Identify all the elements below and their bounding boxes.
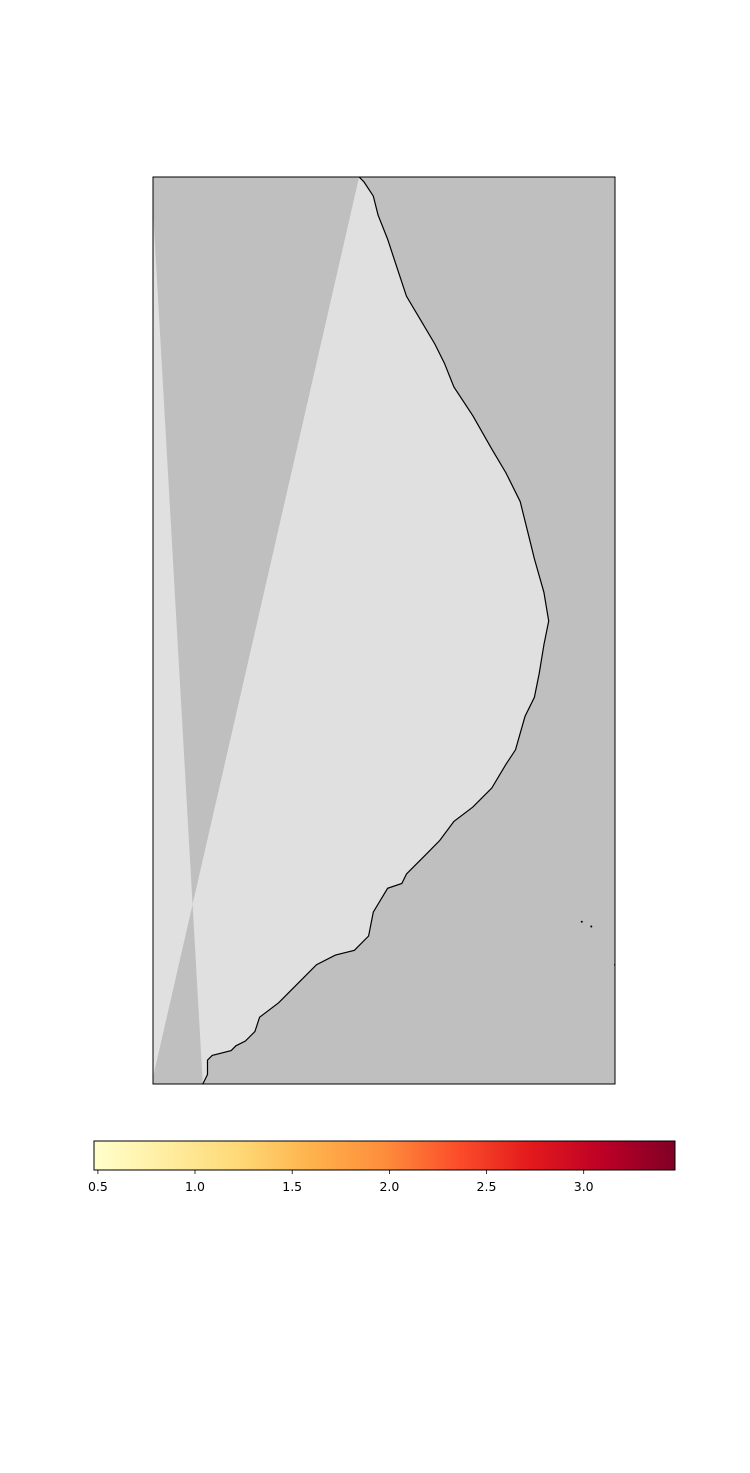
land [153, 177, 549, 1084]
map-area [153, 177, 615, 1084]
colorbar-gradient [93, 1140, 676, 1171]
colorbar: 0.5 1.0 1.5 2.0 2.5 3.0 [88, 1140, 676, 1194]
colorbar-tick-label: 2.5 [477, 1179, 497, 1194]
colorbar-tick-label: 0.5 [88, 1179, 108, 1194]
coastline [202, 177, 550, 1084]
colorbar-tick-label: 2.0 [379, 1179, 399, 1194]
colorbar-tick-label: 3.0 [574, 1179, 594, 1194]
colorbar-ticks: 0.5 1.0 1.5 2.0 2.5 3.0 [88, 1170, 594, 1194]
island-mark [580, 920, 583, 923]
map-frame [152, 176, 616, 1085]
island-mark [590, 925, 593, 928]
colorbar-tick-label: 1.0 [185, 1179, 205, 1194]
colorbar-tick-label: 1.5 [282, 1179, 302, 1194]
